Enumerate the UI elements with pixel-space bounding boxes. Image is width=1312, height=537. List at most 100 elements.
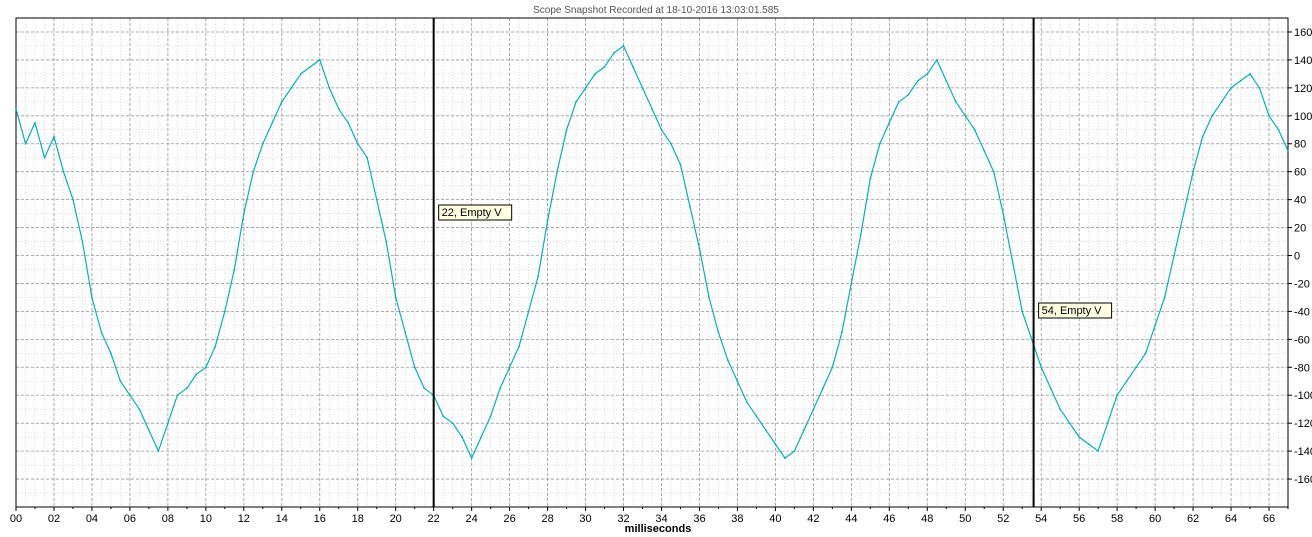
x-tick-label: 24 bbox=[466, 513, 478, 525]
cursor-label-text: 54, Empty V bbox=[1042, 305, 1103, 317]
y-tick-label: 100 bbox=[1294, 111, 1312, 123]
signal-point bbox=[1182, 212, 1185, 215]
y-tick-label: 80 bbox=[1294, 139, 1306, 151]
signal-point bbox=[100, 331, 103, 334]
y-tick-label: -160 bbox=[1294, 474, 1312, 486]
signal-point bbox=[72, 198, 74, 201]
signal-point bbox=[1021, 310, 1024, 313]
grid-lines bbox=[15, 17, 1289, 508]
x-tick-label: 34 bbox=[655, 513, 667, 525]
signal-point bbox=[271, 121, 274, 124]
signal-point bbox=[546, 219, 549, 222]
signal-point bbox=[812, 408, 815, 411]
signal-point bbox=[470, 457, 473, 459]
signal-point bbox=[840, 331, 843, 334]
signal-point bbox=[1144, 352, 1147, 355]
signal-point bbox=[1116, 394, 1119, 397]
signal-point bbox=[878, 142, 881, 145]
plot-frame bbox=[15, 17, 1289, 508]
signal-point bbox=[1258, 86, 1261, 89]
x-tick-label: 48 bbox=[921, 513, 933, 525]
signal-point bbox=[537, 275, 539, 278]
y-tick-label: 40 bbox=[1294, 195, 1306, 207]
signal-point bbox=[119, 380, 122, 383]
signal-point bbox=[62, 170, 65, 173]
signal-point bbox=[214, 345, 217, 348]
signal-point bbox=[1201, 135, 1204, 138]
signal-point bbox=[195, 373, 198, 376]
x-tick-label: 62 bbox=[1187, 513, 1199, 525]
signal-point bbox=[204, 366, 207, 369]
signal-point bbox=[632, 66, 634, 68]
y-tick-label: 0 bbox=[1294, 251, 1300, 263]
signal-point bbox=[1011, 261, 1014, 264]
signal-point bbox=[461, 436, 464, 439]
signal-point bbox=[129, 394, 131, 397]
signal-point bbox=[442, 415, 445, 418]
x-tick-label: 42 bbox=[807, 513, 819, 525]
y-tick-label: -100 bbox=[1294, 390, 1312, 402]
signal-point bbox=[423, 387, 426, 390]
signal-point bbox=[1211, 114, 1213, 117]
x-tick-label: 14 bbox=[276, 513, 288, 525]
signal-point bbox=[508, 366, 511, 369]
signal-point bbox=[366, 156, 369, 159]
signal-point bbox=[698, 247, 701, 250]
signal-point bbox=[622, 45, 625, 47]
signal-point bbox=[1030, 338, 1033, 341]
signal-point bbox=[518, 345, 521, 348]
signal-point bbox=[138, 408, 141, 411]
signal-point bbox=[385, 240, 388, 243]
signal-point bbox=[1154, 324, 1157, 327]
signal-point bbox=[1040, 366, 1043, 369]
x-tick-label: 38 bbox=[731, 513, 743, 525]
signal-point bbox=[945, 79, 948, 82]
signal-point bbox=[24, 142, 27, 145]
signal-point bbox=[480, 436, 483, 439]
signal-point bbox=[746, 401, 748, 404]
x-tick-label: 12 bbox=[238, 513, 250, 525]
y-tick-label: 140 bbox=[1294, 55, 1312, 67]
y-tick-label: -60 bbox=[1294, 334, 1310, 346]
x-tick-label: 10 bbox=[200, 513, 212, 525]
signal-point bbox=[413, 366, 416, 369]
x-tick-label: 66 bbox=[1263, 513, 1275, 525]
signal-point bbox=[755, 415, 758, 418]
y-axis-tick-labels: 160 140 120 100 80 60 40 20 0 -20 -40 -60 -80 -100 -12… bbox=[1294, 27, 1312, 486]
signal-point bbox=[983, 149, 986, 152]
signal-point bbox=[527, 310, 530, 313]
x-tick-label: 26 bbox=[503, 513, 515, 525]
x-tick-label: 36 bbox=[693, 513, 705, 525]
signal-point bbox=[660, 128, 663, 131]
signal-point bbox=[992, 170, 995, 173]
signal-point bbox=[1049, 387, 1052, 390]
signal-point bbox=[1249, 72, 1251, 75]
cursor-label: 54, Empty V bbox=[1038, 302, 1113, 319]
signal-point bbox=[1173, 254, 1175, 257]
signal-point bbox=[318, 59, 321, 61]
cursor-layer[interactable]: 22, Empty V 54, Empty V bbox=[432, 18, 1113, 507]
signal-point bbox=[337, 107, 340, 110]
signal-point bbox=[53, 135, 55, 138]
signal-point bbox=[223, 310, 226, 313]
signal-point bbox=[869, 177, 872, 180]
signal-point bbox=[670, 142, 672, 145]
x-tick-label: 18 bbox=[352, 513, 364, 525]
signal-point bbox=[309, 66, 312, 68]
x-tick-label: 52 bbox=[997, 513, 1009, 525]
x-tick-label: 64 bbox=[1225, 513, 1237, 525]
signal-point bbox=[280, 100, 283, 103]
x-tick-label: 28 bbox=[541, 513, 553, 525]
x-tick-label: 22 bbox=[428, 513, 440, 525]
signal-point bbox=[907, 93, 910, 96]
signal-point bbox=[727, 359, 729, 362]
signal-point bbox=[651, 107, 653, 110]
x-tick-label: 20 bbox=[390, 513, 402, 525]
signal-point bbox=[613, 52, 615, 54]
x-tick-label: 30 bbox=[579, 513, 591, 525]
signal-point bbox=[954, 100, 957, 103]
x-axis-tick-labels: 00 02 04 06 08 10 12 14 16 18 20 22 24 26 28 30 32 34 36 38… bbox=[10, 513, 1275, 525]
chart-title: Scope Snapshot Recorded at 18-10-2016 13… bbox=[533, 5, 779, 16]
signal-point bbox=[328, 86, 331, 89]
signal-point bbox=[242, 212, 245, 215]
